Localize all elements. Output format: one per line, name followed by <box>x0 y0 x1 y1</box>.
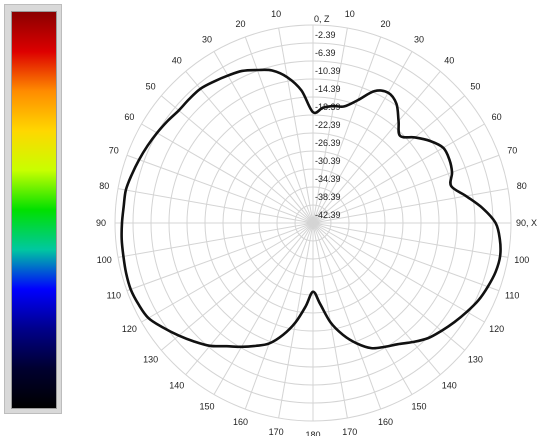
grid-spoke <box>126 222 314 292</box>
grid-spoke <box>312 188 509 224</box>
grid-spoke <box>244 222 314 410</box>
grid-spoke <box>312 222 500 292</box>
angle-tick-label: 130 <box>143 354 158 364</box>
grid-spoke <box>312 222 485 323</box>
radial-tick-label: -42.39 <box>315 210 341 220</box>
grid-spokes <box>115 25 511 421</box>
angle-tick-label: 40 <box>444 56 454 66</box>
angle-tick-label: 30 <box>202 34 212 44</box>
angle-tick-label: 10 <box>271 9 281 19</box>
grid-spoke <box>312 222 382 410</box>
grid-spoke <box>312 95 466 224</box>
angle-tick-label: 140 <box>442 380 457 390</box>
angle-tick-label: 110 <box>505 291 519 301</box>
radial-tick-label: -22.39 <box>315 120 341 130</box>
angle-tick-label: 90, X <box>516 218 537 228</box>
grid-spoke <box>312 123 485 224</box>
angle-tick-label: 70 <box>507 145 517 155</box>
grid-spoke <box>160 95 314 224</box>
angle-tick-label: 60 <box>492 112 502 122</box>
angle-tick-label: 40 <box>172 56 182 66</box>
angle-tick-label: 50 <box>146 82 156 92</box>
radial-tick-label: -26.39 <box>315 138 341 148</box>
angle-tick-label: 0, Z <box>314 14 330 24</box>
colorbar-frame <box>4 4 62 414</box>
angle-tick-label: 160 <box>378 417 393 427</box>
grid-spoke <box>126 154 314 224</box>
radiation-pattern <box>120 68 502 350</box>
grid-spoke <box>312 36 382 224</box>
angle-tick-label: 150 <box>411 402 426 412</box>
pattern-curve <box>120 68 502 350</box>
grid-spoke <box>312 222 509 258</box>
grid-spoke <box>117 222 314 258</box>
angle-tick-label: 80 <box>517 181 527 191</box>
angle-tick-label: 120 <box>122 324 137 334</box>
grid-spoke <box>278 27 314 224</box>
angle-tick-label: 120 <box>489 324 504 334</box>
angle-tick-label: 170 <box>269 427 284 436</box>
angle-tick-label: 100 <box>514 255 529 265</box>
angle-tick-label: 140 <box>169 380 184 390</box>
angle-tick-label: 90 <box>96 218 106 228</box>
grid-spoke <box>213 51 314 224</box>
colorbar <box>11 11 57 409</box>
angle-tick-label: 60 <box>124 112 134 122</box>
radial-labels: -2.39-6.39-10.39-14.39-18.39-22.39-26.39… <box>315 30 341 220</box>
radial-tick-label: -10.39 <box>315 66 341 76</box>
grid-spoke <box>117 188 314 224</box>
grid-spoke <box>244 36 314 224</box>
grid-spoke <box>312 51 413 224</box>
grid-spoke <box>185 222 314 376</box>
angle-tick-label: 160 <box>233 417 248 427</box>
grid-spoke <box>312 70 441 224</box>
angle-tick-label: 180 <box>305 430 320 436</box>
grid-spoke <box>312 222 441 376</box>
angle-tick-label: 170 <box>342 427 357 436</box>
radial-tick-label: -38.39 <box>315 192 341 202</box>
radial-tick-label: -2.39 <box>315 30 336 40</box>
angle-tick-label: 100 <box>97 255 112 265</box>
angle-tick-label: 130 <box>468 354 483 364</box>
angle-tick-label: 150 <box>199 402 214 412</box>
angle-tick-label: 70 <box>109 145 119 155</box>
radial-tick-label: -6.39 <box>315 48 336 58</box>
grid-spoke <box>312 222 466 351</box>
grid-spoke <box>160 222 314 351</box>
angle-tick-label: 20 <box>381 19 391 29</box>
radial-tick-label: -34.39 <box>315 174 341 184</box>
angle-tick-label: 110 <box>107 291 121 301</box>
grid-spoke <box>141 222 314 323</box>
grid-spoke <box>312 222 413 395</box>
angle-tick-label: 30 <box>414 34 424 44</box>
radial-tick-label: -30.39 <box>315 156 341 166</box>
angle-tick-label: 50 <box>470 82 480 92</box>
grid-spoke <box>312 27 348 224</box>
grid-spoke <box>185 70 314 224</box>
angle-tick-label: 20 <box>235 19 245 29</box>
grid-spoke <box>312 154 500 224</box>
angle-labels: 0, Z 10 20 30 40 50 60 70 80 90, X 100 110 120 130 140… <box>96 9 537 436</box>
angle-tick-label: 80 <box>99 181 109 191</box>
grid-spoke <box>141 123 314 224</box>
grid-spoke <box>213 222 314 395</box>
angle-tick-label: 10 <box>345 9 355 19</box>
radial-tick-label: -14.39 <box>315 84 341 94</box>
